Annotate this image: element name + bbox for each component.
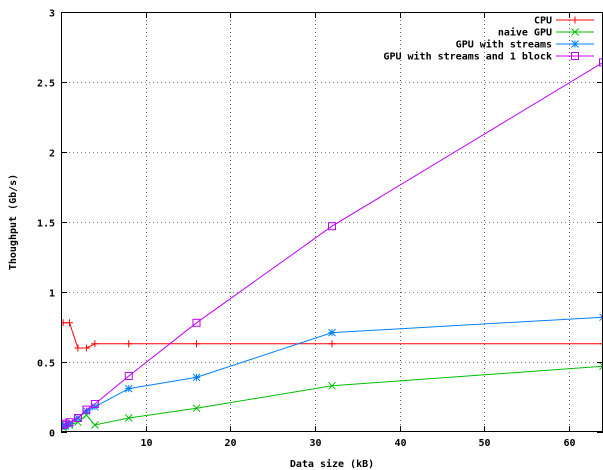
y-axis-label: Thoughput (Gb/s): [8, 174, 19, 270]
y-tick-label: 2.5: [37, 79, 55, 90]
legend-label: CPU: [534, 16, 552, 27]
grid-lines: [61, 12, 603, 432]
data-point-box: [599, 58, 603, 67]
x-tick-label: 50: [478, 438, 490, 449]
data-point-box: [61, 421, 68, 429]
data-point-box: [90, 400, 99, 408]
data-point-cross: [328, 381, 336, 390]
legend-label: naive GPU: [498, 27, 552, 39]
data-point-star: [82, 407, 91, 415]
legend-label: GPU with streams: [456, 39, 552, 51]
data-point-plus: [599, 340, 603, 348]
data-point-star: [571, 40, 579, 48]
series-naive-gpu: [61, 362, 603, 432]
data-point-plus: [61, 319, 67, 327]
data-point-box: [65, 418, 74, 427]
data-point-plus: [193, 340, 200, 348]
data-point-cross: [571, 28, 579, 36]
x-tick-label: 20: [224, 438, 236, 449]
data-point-box: [571, 52, 579, 60]
x-tick-label: 60: [563, 438, 575, 449]
series-cpu: [61, 319, 603, 352]
plot-frame: [61, 12, 603, 432]
axis-ticks: 0 0.5 1 1.5 2 2.5 3 10 20 30 40 50 60: [37, 9, 603, 449]
legend-entry: GPU with streams: [456, 39, 594, 51]
data-point-plus: [328, 340, 336, 348]
data-point-box: [73, 414, 82, 422]
data-point-box: [124, 372, 133, 380]
legend-entry: naive GPU: [498, 27, 594, 39]
data-point-box: [192, 318, 201, 327]
data-point-cross: [192, 404, 201, 413]
data-point-star: [328, 328, 336, 337]
series-line: [62, 365, 603, 429]
data-point-star: [61, 422, 67, 431]
data-point-cross: [599, 362, 603, 371]
data-point-box: [82, 405, 91, 414]
series-layer: [61, 58, 603, 432]
series-gpu-with-streams-and-1-block: [61, 58, 603, 429]
legend-entry: CPU: [534, 16, 594, 27]
data-point-plus: [125, 340, 133, 348]
legend-label: GPU with streams and 1 block: [383, 51, 552, 63]
data-point-star: [65, 419, 74, 428]
x-tick-label: 30: [309, 438, 321, 449]
y-tick-label: 0.5: [37, 359, 55, 370]
y-tick-label: 1: [49, 289, 55, 300]
y-tick-label: 1.5: [37, 219, 55, 230]
legend-entry: GPU with streams and 1 block: [383, 51, 594, 63]
data-point-star: [61, 421, 70, 429]
y-tick-label: 2: [49, 149, 55, 160]
data-point-cross: [124, 414, 133, 422]
series-line: [62, 61, 603, 426]
x-tick-label: 40: [394, 438, 406, 449]
data-point-cross: [91, 421, 99, 429]
data-point-plus: [91, 340, 99, 348]
data-point-box: [328, 222, 336, 231]
x-axis-label: Data size (kB): [290, 458, 374, 470]
x-tick-label: 10: [140, 438, 152, 449]
series-line: [62, 316, 603, 427]
data-point-star: [91, 402, 99, 411]
data-point-plus: [65, 319, 73, 327]
data-point-plus: [74, 344, 82, 352]
data-point-star: [192, 373, 201, 382]
y-tick-label: 3: [49, 9, 55, 20]
data-point-plus: [82, 344, 90, 352]
data-point-star: [124, 384, 133, 393]
y-tick-label: 0: [49, 429, 55, 440]
data-point-plus: [571, 16, 579, 24]
